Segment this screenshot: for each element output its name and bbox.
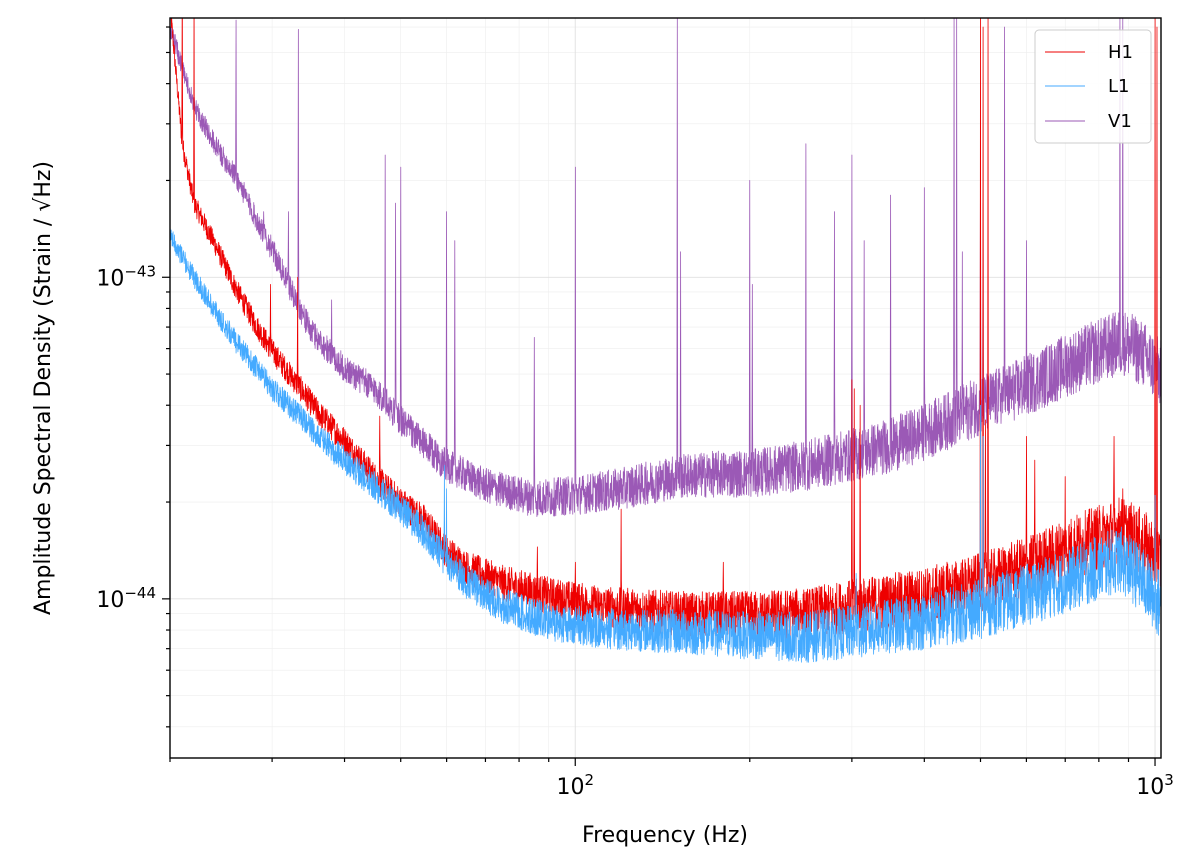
legend-label-v1: V1	[1108, 111, 1132, 132]
legend-box	[1034, 29, 1152, 144]
y-axis-title: Amplitude Spectral Density (Strain / √Hz…	[31, 161, 56, 615]
legend: H1 L1 V1	[1034, 29, 1152, 144]
series-layer	[170, 18, 1161, 663]
plot-frame	[169, 17, 1162, 759]
series-line-v1	[170, 18, 1161, 517]
y-tick-label: 10−43	[96, 262, 156, 291]
legend-label-h1: H1	[1108, 42, 1133, 63]
x-tick-label: 103	[1136, 771, 1174, 800]
x-axis-title: Frequency (Hz)	[582, 823, 748, 848]
series-line-l1	[170, 226, 1161, 663]
y-tick-label: 10−44	[96, 584, 156, 613]
axis-ticks	[162, 26, 1156, 766]
x-tick-label: 102	[556, 771, 594, 800]
legend-label-l1: L1	[1108, 76, 1129, 97]
tick-labels: 102 103 10−44 10−43	[96, 262, 1173, 800]
